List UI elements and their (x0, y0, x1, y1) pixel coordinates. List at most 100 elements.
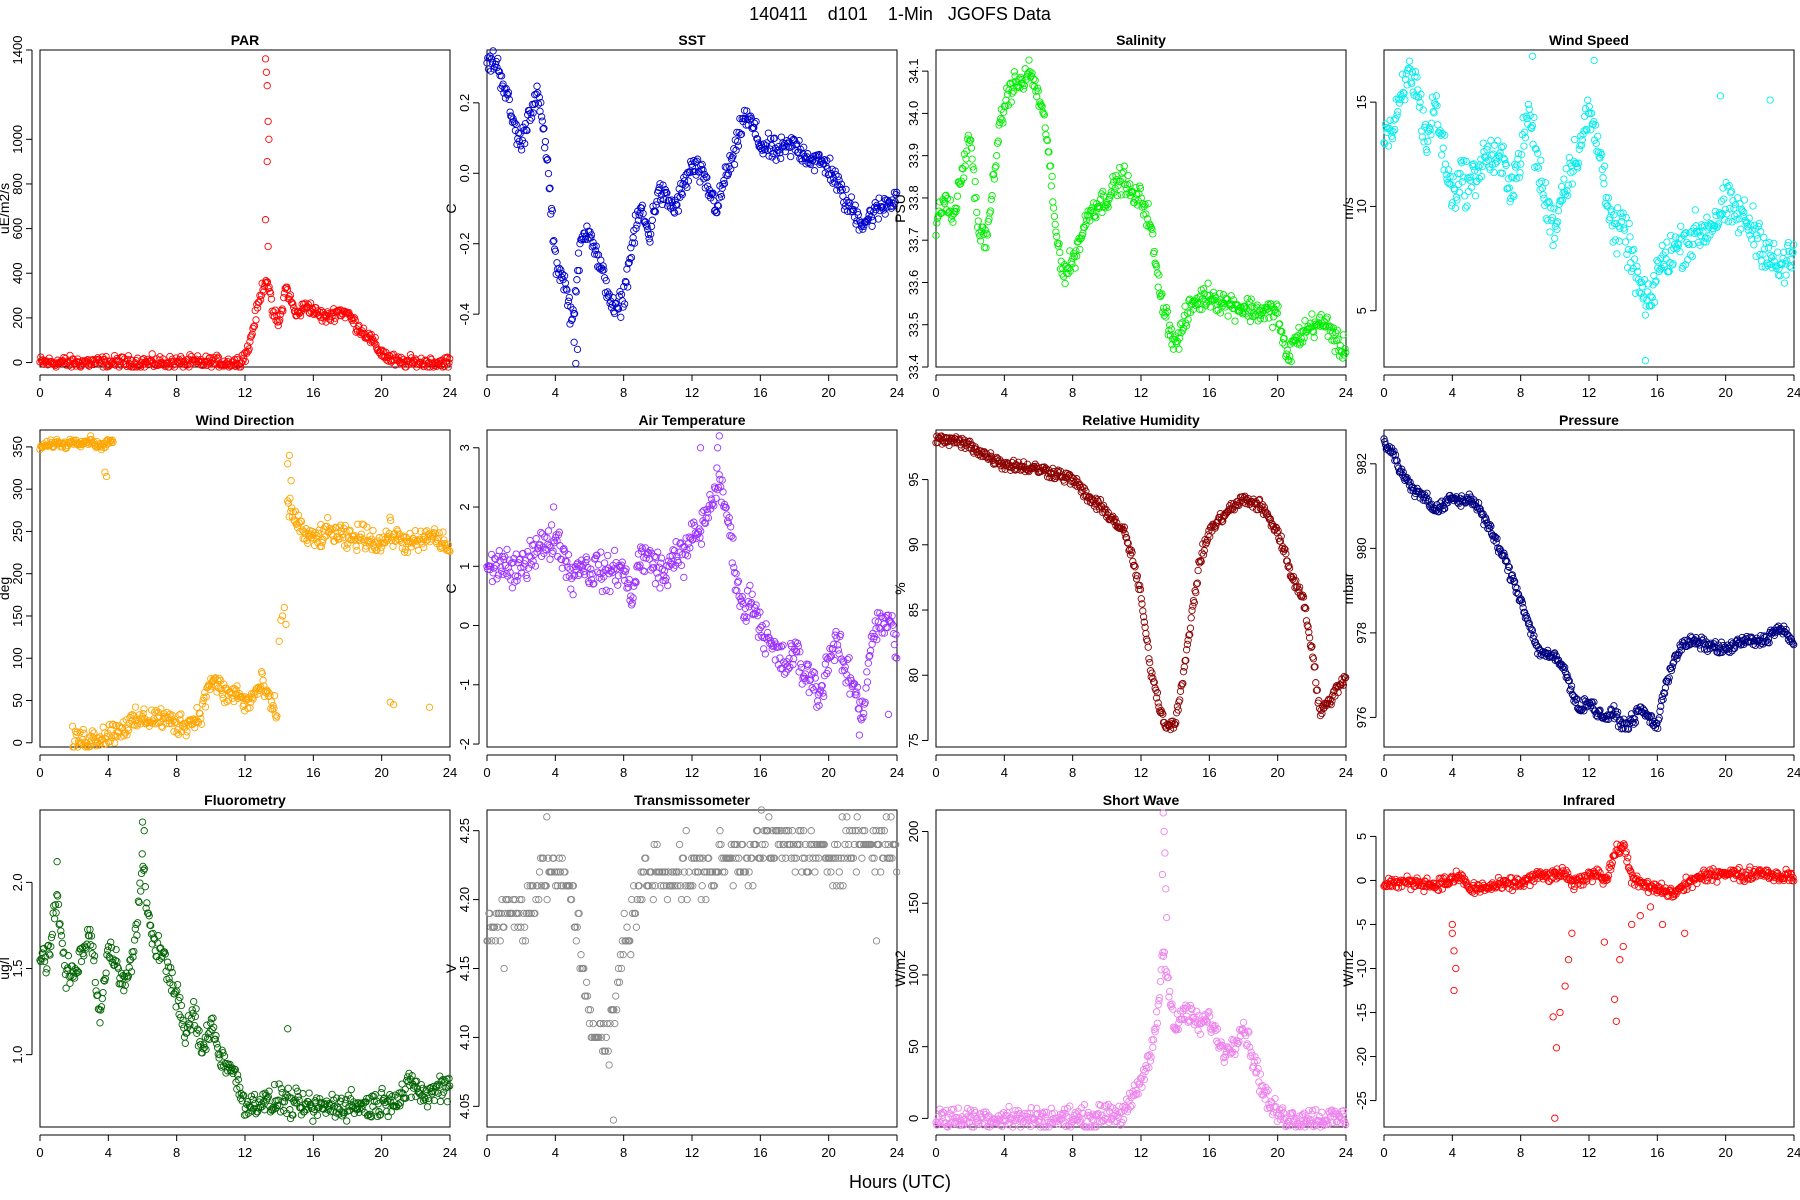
data-point (440, 540, 449, 548)
data-point (1521, 128, 1529, 136)
data-point (1533, 162, 1541, 171)
data-point (1543, 199, 1551, 207)
data-point (534, 544, 543, 552)
data-point (646, 238, 654, 246)
data-point (1567, 682, 1576, 690)
data-point (1139, 613, 1148, 621)
data-point (177, 1001, 186, 1010)
data-point (1655, 714, 1663, 722)
plot-frame (486, 49, 898, 368)
data-point (692, 534, 700, 543)
data-point (353, 546, 361, 555)
data-point (1148, 225, 1156, 234)
data-point (82, 945, 90, 953)
data-point (1587, 109, 1596, 117)
data-point (94, 734, 103, 742)
data-point (389, 701, 398, 709)
data-point (966, 136, 975, 144)
x-tick-label: 20 (374, 385, 388, 400)
data-point (575, 266, 583, 275)
data-point (703, 173, 711, 182)
data-point (1192, 580, 1201, 588)
data-point (265, 135, 273, 143)
data-point (135, 898, 143, 907)
data-point (1626, 233, 1634, 241)
data-point (512, 120, 520, 129)
data-point (1595, 153, 1603, 161)
y-axis-label: % (892, 582, 908, 594)
data-point (488, 577, 497, 586)
data-point (1528, 52, 1537, 60)
data-point (1305, 628, 1313, 636)
data-point (1759, 250, 1767, 258)
data-point (1135, 190, 1143, 198)
data-point (363, 523, 371, 531)
data-point (354, 322, 362, 331)
data-point (932, 231, 940, 240)
data-point (523, 574, 531, 583)
data-point (248, 330, 256, 338)
data-point (560, 272, 569, 280)
data-point (1274, 302, 1282, 310)
data-point (107, 938, 115, 946)
data-point (565, 293, 573, 302)
data-point (495, 67, 503, 76)
data-point (57, 927, 65, 935)
data-point (313, 1094, 321, 1102)
data-point (630, 239, 639, 247)
data-point (1049, 198, 1057, 206)
data-point (1312, 679, 1320, 687)
y-tick-label: 980 (1354, 537, 1369, 559)
data-point (617, 313, 625, 321)
data-point (875, 194, 883, 202)
data-point (108, 721, 117, 729)
data-point (1342, 348, 1350, 357)
data-point (262, 68, 271, 76)
data-point (1731, 201, 1739, 209)
data-point (750, 119, 759, 127)
data-point (570, 572, 578, 580)
data-point (1554, 218, 1562, 226)
data-point (1072, 247, 1080, 255)
data-point (1302, 617, 1311, 625)
data-point (1384, 142, 1393, 150)
data-point (232, 1078, 240, 1086)
data-point (684, 177, 693, 185)
data-point (583, 555, 591, 564)
data-point (889, 621, 897, 629)
data-point (772, 156, 780, 164)
data-point (1408, 79, 1416, 88)
y-tick-label: 1.5 (10, 959, 25, 977)
data-point (191, 1012, 199, 1021)
data-point (881, 210, 889, 218)
y-tick-label: 85 (906, 603, 921, 617)
data-point (128, 710, 137, 719)
data-point (145, 912, 153, 920)
data-point (259, 676, 267, 685)
data-point (787, 152, 795, 161)
data-point (851, 201, 859, 209)
data-point (1471, 192, 1480, 200)
data-point (1534, 149, 1542, 157)
data-point (830, 656, 839, 665)
y-tick-label: 400 (10, 262, 25, 284)
data-point (1055, 240, 1063, 248)
data-point (647, 230, 655, 238)
data-point (789, 660, 797, 669)
data-point (1104, 203, 1112, 211)
data-point (1537, 177, 1546, 185)
data-point (204, 1030, 213, 1038)
x-tick-label: 24 (1339, 765, 1353, 780)
data-point (976, 232, 984, 240)
data-point (1633, 262, 1641, 271)
data-point (192, 1005, 200, 1013)
data-point (121, 981, 129, 989)
data-point (1049, 204, 1058, 212)
data-point (1038, 102, 1046, 110)
x-tick-label: 8 (173, 765, 180, 780)
data-point (233, 682, 241, 690)
data-point (1051, 220, 1059, 229)
data-point (748, 590, 756, 598)
y-tick-label: 200 (10, 563, 25, 585)
data-point (533, 548, 541, 556)
